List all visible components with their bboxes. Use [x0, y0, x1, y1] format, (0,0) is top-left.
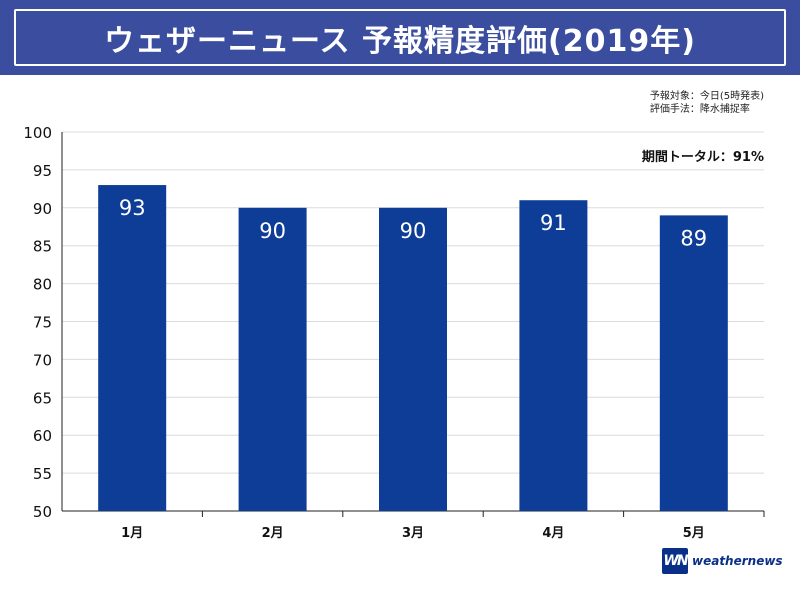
weathernews-logo: WN weathernews	[662, 548, 783, 574]
bar	[659, 215, 728, 511]
note-method: 評価手法：降水捕捉率	[649, 104, 750, 115]
y-tick-label: 50	[33, 503, 52, 521]
y-tick-label: 55	[33, 465, 52, 483]
bar-value-label: 90	[400, 219, 427, 243]
bar-value-label: 90	[259, 219, 286, 243]
x-tick-label: 5月	[683, 526, 705, 541]
y-tick-label: 75	[33, 314, 52, 332]
page-title: ウェザーニュース 予報精度評価(2019年)	[104, 23, 696, 59]
x-tick-label: 3月	[402, 526, 424, 541]
note-target: 予報対象：今日(5時発表)	[649, 91, 764, 102]
y-tick-label: 80	[33, 276, 52, 294]
bar-value-label: 93	[119, 196, 146, 220]
chart-notes: 予報対象：今日(5時発表) 評価手法：降水捕捉率	[650, 90, 764, 116]
x-tick-label: 4月	[542, 526, 564, 541]
y-tick-label: 95	[33, 162, 52, 180]
title-banner: ウェザーニュース 予報精度評価(2019年)	[14, 9, 786, 66]
y-tick-label: 85	[33, 238, 52, 256]
y-tick-label: 100	[23, 124, 52, 142]
y-tick-label: 90	[33, 200, 52, 218]
bar	[98, 185, 167, 511]
period-total: 期間トータル：91%	[641, 150, 764, 165]
logo-wordmark: weathernews	[692, 554, 783, 568]
header-bar: ウェザーニュース 予報精度評価(2019年)	[0, 0, 800, 75]
y-tick-label: 70	[33, 351, 52, 369]
bar	[238, 207, 307, 512]
bar-value-label: 91	[540, 211, 567, 235]
bar-value-label: 89	[680, 226, 707, 250]
y-tick-label: 65	[33, 389, 52, 407]
x-tick-label: 1月	[121, 526, 143, 541]
bar	[379, 207, 447, 512]
bar	[519, 200, 588, 511]
x-tick-label: 2月	[262, 526, 284, 541]
y-tick-label: 60	[33, 427, 52, 445]
logo-mark-icon: WN	[662, 548, 689, 574]
